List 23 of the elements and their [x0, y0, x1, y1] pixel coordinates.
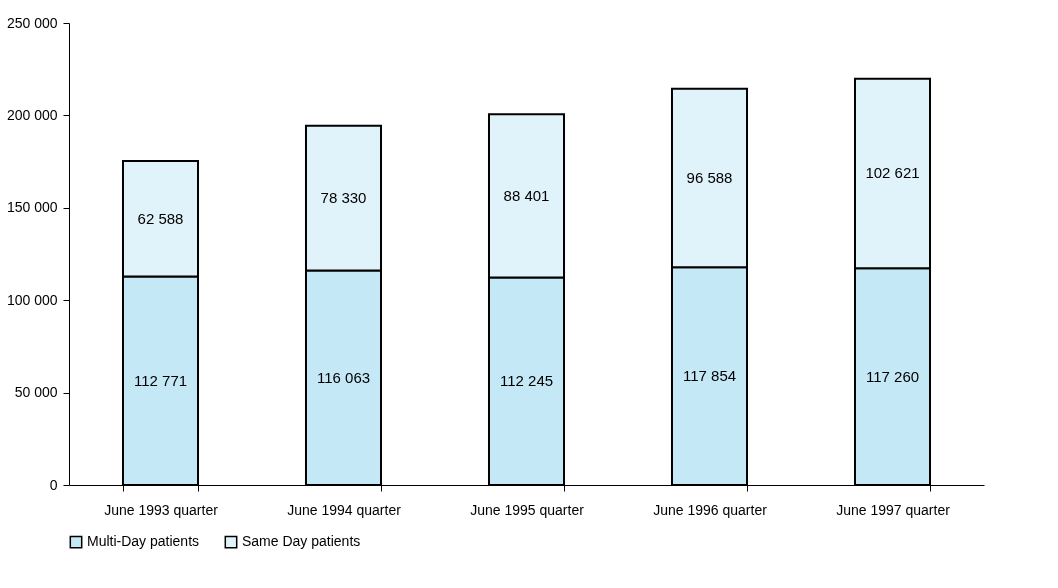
data-label: 88 401: [503, 186, 550, 204]
data-label: 62 588: [137, 209, 184, 227]
y-tick-label: 50 000: [14, 384, 58, 401]
x-tick-label: June 1995 quarter: [470, 501, 585, 518]
legend-label: Same Day patients: [242, 533, 361, 550]
y-tick-label: 150 000: [6, 199, 58, 216]
data-label: 96 588: [686, 168, 733, 186]
data-label: 112 771: [133, 371, 188, 389]
legend-label: Multi-Day patients: [87, 533, 200, 550]
x-tick-label: June 1997 quarter: [836, 501, 951, 518]
data-label: 102 621: [865, 164, 920, 182]
data-label: 116 063: [316, 368, 371, 386]
x-tick-label: June 1996 quarter: [653, 501, 768, 518]
y-tick-label: 100 000: [6, 291, 58, 308]
data-label: 78 330: [320, 189, 367, 207]
x-tick-label: June 1993 quarter: [104, 501, 219, 518]
y-tick-label: 200 000: [6, 106, 58, 123]
y-tick-label: 0: [49, 476, 58, 493]
y-tick-label: 250 000: [6, 14, 58, 31]
data-label: 117 854: [682, 367, 737, 385]
x-tick-label: June 1994 quarter: [287, 501, 402, 518]
data-label: 117 260: [865, 367, 920, 385]
data-label: 112 245: [499, 372, 554, 390]
